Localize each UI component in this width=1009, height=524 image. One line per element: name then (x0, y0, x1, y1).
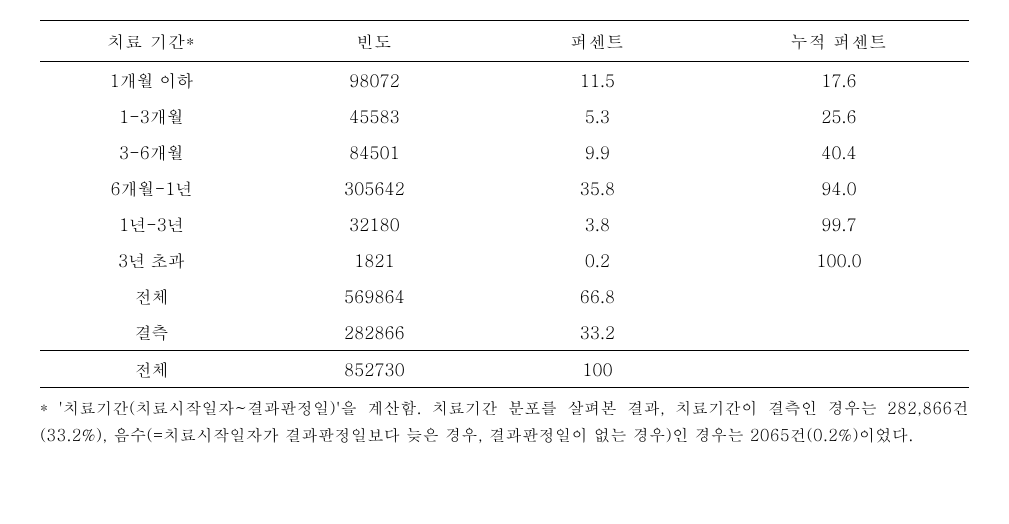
cell-period: 전체 (40, 278, 263, 314)
cell-period: 6개월-1년 (40, 170, 263, 206)
cell-cumulative (709, 314, 969, 351)
table-row: 결측 282866 33.2 (40, 314, 969, 351)
cell-cumulative (709, 351, 969, 388)
cell-percent: 33.2 (486, 314, 709, 351)
cell-period: 1년-3년 (40, 206, 263, 242)
cell-cumulative: 17.6 (709, 62, 969, 99)
cell-cumulative: 99.7 (709, 206, 969, 242)
table-row: 6개월-1년 305642 35.8 94.0 (40, 170, 969, 206)
table-row: 3-6개월 84501 9.9 40.4 (40, 134, 969, 170)
cell-period: 전체 (40, 351, 263, 388)
table-row: 전체 569864 66.8 (40, 278, 969, 314)
table-row: 3년 초과 1821 0.2 100.0 (40, 242, 969, 278)
cell-frequency: 45583 (263, 98, 486, 134)
cell-percent: 9.9 (486, 134, 709, 170)
header-frequency: 빈도 (263, 21, 486, 62)
cell-cumulative: 25.6 (709, 98, 969, 134)
cell-percent: 5.3 (486, 98, 709, 134)
cell-period: 3-6개월 (40, 134, 263, 170)
cell-frequency: 32180 (263, 206, 486, 242)
cell-percent: 11.5 (486, 62, 709, 99)
table-header-row: 치료 기간* 빈도 퍼센트 누적 퍼센트 (40, 21, 969, 62)
cell-percent: 66.8 (486, 278, 709, 314)
cell-frequency: 1821 (263, 242, 486, 278)
cell-period: 결측 (40, 314, 263, 351)
cell-frequency: 98072 (263, 62, 486, 99)
cell-period: 1-3개월 (40, 98, 263, 134)
table-row: 1개월 이하 98072 11.5 17.6 (40, 62, 969, 99)
cell-percent: 100 (486, 351, 709, 388)
cell-frequency: 852730 (263, 351, 486, 388)
header-percent: 퍼센트 (486, 21, 709, 62)
header-cumulative: 누적 퍼센트 (709, 21, 969, 62)
table-total-row: 전체 852730 100 (40, 351, 969, 388)
cell-percent: 3.8 (486, 206, 709, 242)
cell-frequency: 305642 (263, 170, 486, 206)
cell-percent: 35.8 (486, 170, 709, 206)
footnote-text: * '치료기간(치료시작일자~결과판정일)'을 계산함. 치료기간 분포를 살펴… (40, 394, 969, 448)
cell-period: 1개월 이하 (40, 62, 263, 99)
cell-cumulative (709, 278, 969, 314)
header-period: 치료 기간* (40, 21, 263, 62)
cell-cumulative: 100.0 (709, 242, 969, 278)
cell-cumulative: 40.4 (709, 134, 969, 170)
table-container: 치료 기간* 빈도 퍼센트 누적 퍼센트 1개월 이하 98072 11.5 1… (40, 20, 969, 388)
cell-period: 3년 초과 (40, 242, 263, 278)
cell-frequency: 282866 (263, 314, 486, 351)
cell-percent: 0.2 (486, 242, 709, 278)
table-row: 1년-3년 32180 3.8 99.7 (40, 206, 969, 242)
cell-cumulative: 94.0 (709, 170, 969, 206)
cell-frequency: 84501 (263, 134, 486, 170)
table-row: 1-3개월 45583 5.3 25.6 (40, 98, 969, 134)
treatment-period-table: 치료 기간* 빈도 퍼센트 누적 퍼센트 1개월 이하 98072 11.5 1… (40, 20, 969, 388)
cell-frequency: 569864 (263, 278, 486, 314)
